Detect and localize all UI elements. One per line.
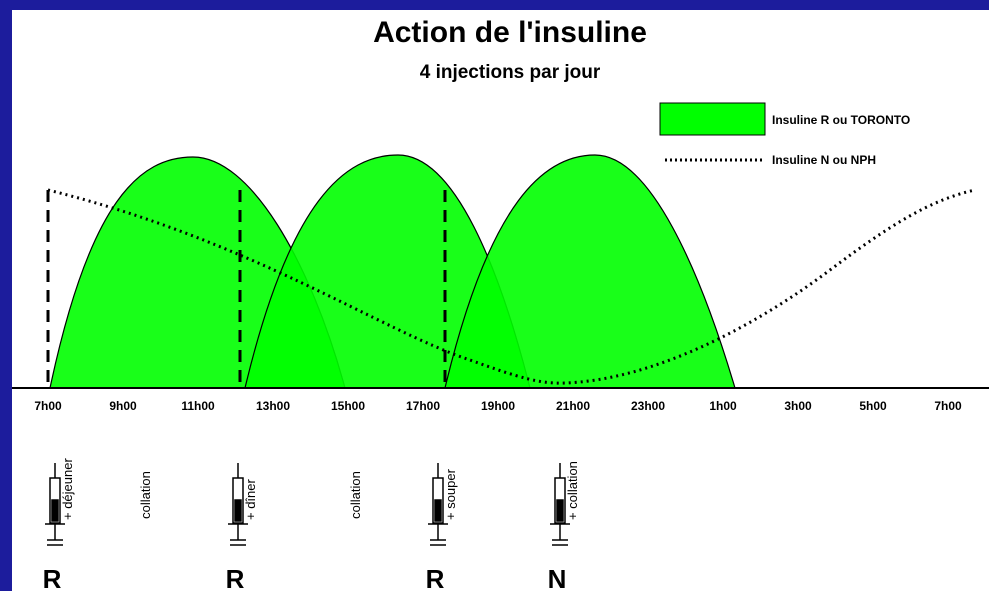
fluid — [556, 499, 564, 522]
insulin-type: R — [426, 564, 445, 591]
syringe — [428, 463, 448, 546]
injection-label: + souper — [443, 468, 458, 520]
snack-label: collation — [138, 471, 153, 519]
insulin-type: R — [43, 564, 62, 591]
r-curves — [49, 154, 736, 389]
time-label: 21h00 — [556, 399, 590, 413]
legend-label: Insuline R ou TORONTO — [772, 113, 910, 127]
title: Action de l'insuline — [373, 16, 647, 49]
insulin-type: N — [548, 564, 567, 591]
time-label: 11h00 — [181, 399, 215, 413]
legend-swatch-r — [659, 102, 766, 136]
time-label: 7h00 — [34, 399, 62, 413]
injection-label: + déjeuner — [60, 458, 75, 520]
r-curve — [444, 154, 736, 389]
syringe — [45, 463, 65, 546]
fluid — [434, 499, 442, 522]
time-label: 19h00 — [481, 399, 515, 413]
injection-markers — [46, 190, 447, 388]
subtitle: 4 injections par jour — [420, 62, 601, 83]
time-label: 7h00 — [934, 399, 962, 413]
syringe — [550, 463, 570, 546]
time-label: 3h00 — [784, 399, 812, 413]
injection-label: + dîner — [243, 478, 258, 520]
injection-label: + collation — [565, 461, 580, 520]
insulin-type: R — [226, 564, 245, 591]
fluid — [234, 499, 242, 522]
time-label: 13h00 — [256, 399, 290, 413]
legend-label: Insuline N ou NPH — [772, 153, 876, 167]
time-label: 23h00 — [631, 399, 665, 413]
snack-label: collation — [348, 471, 363, 519]
time-label: 9h00 — [109, 399, 137, 413]
time-label: 1h00 — [709, 399, 737, 413]
time-label: 5h00 — [859, 399, 887, 413]
fluid — [51, 499, 59, 522]
syringe — [228, 463, 248, 546]
time-label: 17h00 — [406, 399, 440, 413]
time-label: 15h00 — [331, 399, 365, 413]
